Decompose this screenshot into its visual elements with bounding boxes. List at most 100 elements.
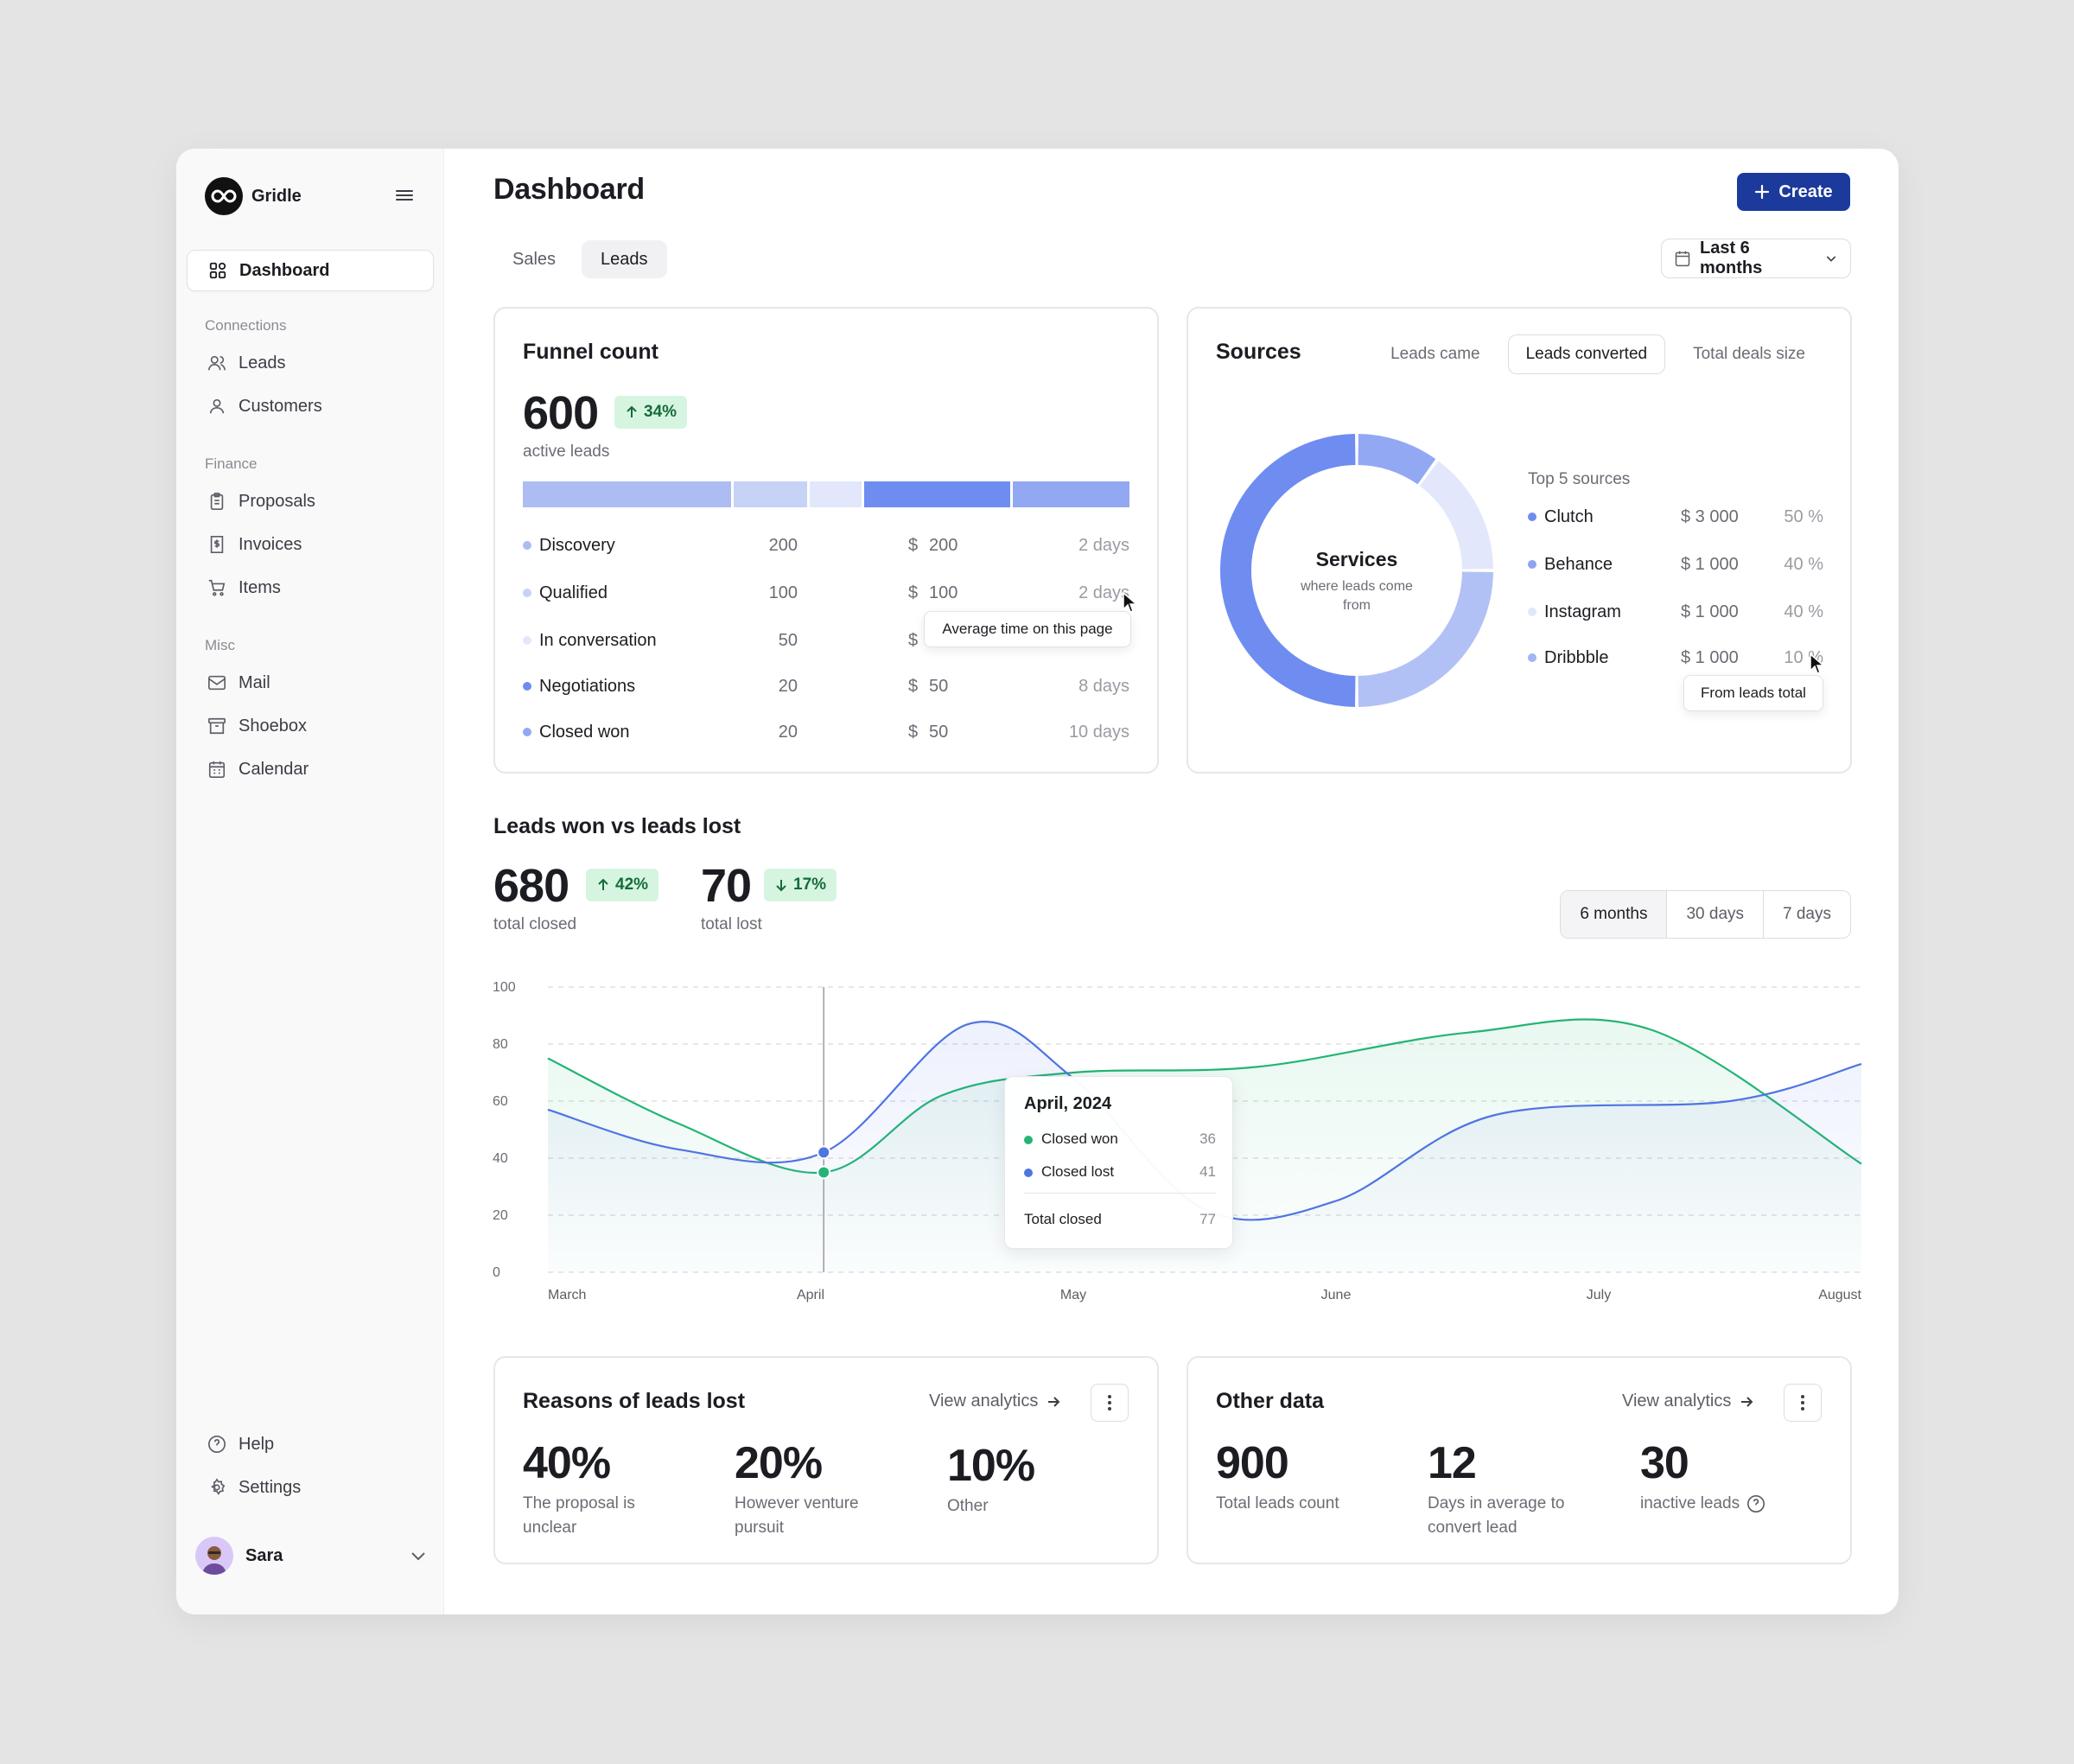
arrow-down-icon (776, 880, 786, 892)
total-lost-value: 70 (701, 860, 752, 912)
donut-slice-instagram (1419, 461, 1493, 570)
source-name: Clutch (1544, 507, 1594, 526)
sidebar-section-finance: Finance (205, 455, 258, 472)
view-analytics-link[interactable]: View analytics (929, 1391, 1060, 1411)
arrow-up-icon (598, 878, 608, 890)
main-content: Dashboard Create Sales Leads Last 6 mont… (444, 149, 1899, 1614)
x-tick-label: March (548, 1288, 586, 1302)
sidebar-item-label: Proposals (239, 491, 315, 511)
funnel-stage-name: Discovery (539, 536, 615, 555)
tab-leads-came[interactable]: Leads came (1390, 345, 1480, 363)
sidebar-item-label: Help (239, 1434, 275, 1454)
funnel-total-label: active leads (523, 443, 610, 461)
sidebar-item-proposals[interactable]: Proposals (187, 481, 434, 522)
other-stat-label: Total leads count (1216, 1494, 1339, 1512)
total-lost-label: total lost (701, 915, 762, 933)
mail-icon (208, 675, 226, 691)
view-analytics-label: View analytics (929, 1391, 1039, 1411)
chevron-down-icon (411, 1552, 425, 1561)
help-icon[interactable] (1746, 1494, 1765, 1513)
donut-slice-behance (1358, 434, 1436, 485)
legend-dot (1528, 513, 1536, 521)
legend-dot (523, 589, 531, 597)
source-amount: $ 1 000 (1681, 555, 1739, 574)
sidebar-item-label: Settings (239, 1477, 302, 1497)
tab-leads[interactable]: Leads (582, 240, 667, 278)
sidebar-item-settings[interactable]: Settings (187, 1467, 434, 1508)
source-row: Instagram $ 1 000 40 % (1528, 599, 1823, 625)
more-options-button[interactable] (1091, 1384, 1129, 1422)
donut-slice-clutch (1220, 434, 1356, 707)
brand[interactable]: Gridle (205, 177, 302, 215)
y-tick-label: 40 (493, 1151, 508, 1166)
sidebar-item-label: Shoebox (239, 716, 307, 736)
sidebar-item-customers[interactable]: Customers (187, 385, 434, 427)
reasons-card: Reasons of leads lost View analytics 40%… (493, 1356, 1159, 1564)
brand-logo-icon (205, 177, 243, 215)
funnel-stage-count: 200 (768, 536, 798, 555)
user-menu[interactable]: Sara (195, 1535, 429, 1576)
sources-card: Sources Leads came Leads converted Total… (1187, 307, 1852, 774)
x-tick-label: May (1060, 1288, 1086, 1302)
legend-dot (523, 728, 531, 736)
sidebar-item-shoebox[interactable]: Shoebox (187, 705, 434, 747)
source-name: Dribbble (1544, 648, 1609, 667)
range-7-days[interactable]: 7 days (1783, 905, 1831, 923)
funnel-stage-amount: 50 (929, 723, 949, 742)
funnel-stage-currency: $ (908, 631, 919, 650)
more-options-button[interactable] (1784, 1384, 1822, 1422)
source-row: Behance $ 1 000 40 % (1528, 551, 1823, 577)
funnel-stage-name: Closed won (539, 723, 630, 742)
funnel-stage-name: In conversation (539, 631, 657, 650)
funnel-stage-days: 10 days (1068, 723, 1129, 742)
sidebar-item-label: Customers (239, 396, 322, 416)
reason-stat-label: Other (947, 1497, 989, 1515)
tab-total-deals-size[interactable]: Total deals size (1693, 345, 1805, 363)
sidebar-item-help[interactable]: Help (187, 1423, 434, 1465)
period-select-value: Last 6 months (1700, 239, 1763, 277)
from-leads-tooltip: From leads total (1683, 675, 1823, 711)
funnel-row: In conversation 50 $ (523, 627, 1129, 653)
sidebar-item-label: Mail (239, 672, 270, 692)
source-percent: 50 % (1784, 507, 1823, 526)
sidebar-item-dashboard[interactable]: Dashboard (187, 250, 434, 291)
funnel-bar-segment (1012, 481, 1129, 507)
create-button[interactable]: Create (1737, 173, 1850, 211)
funnel-card: Funnel count 600 34% active leads Discov… (493, 307, 1159, 774)
chart-tooltip-label: Closed won (1041, 1130, 1118, 1147)
x-tick-label: June (1321, 1288, 1352, 1302)
funnel-stage-amount: 100 (929, 583, 958, 602)
tab-leads-converted[interactable]: Leads converted (1507, 334, 1666, 374)
reason-stat-value: 20% (735, 1438, 823, 1488)
range-6-months[interactable]: 6 months (1561, 891, 1668, 938)
funnel-stage-currency: $ (908, 677, 919, 696)
menu-icon[interactable] (394, 187, 417, 206)
sidebar-item-leads[interactable]: Leads (187, 342, 434, 384)
range-30-days[interactable]: 30 days (1667, 891, 1765, 938)
sidebar-item-items[interactable]: Items (187, 567, 434, 608)
funnel-stage-currency: $ (908, 536, 919, 555)
funnel-total: 600 (523, 387, 599, 439)
period-select[interactable]: Last 6 months (1661, 239, 1851, 278)
reason-stat-label: The proposal is unclear (523, 1494, 635, 1537)
tab-sales[interactable]: Sales (512, 249, 557, 269)
source-percent: 40 % (1784, 555, 1823, 574)
top-sources-title: Top 5 sources (1528, 470, 1631, 488)
sidebar-item-label: Calendar (239, 759, 309, 779)
user-icon (209, 398, 225, 414)
hover-point-won (817, 1165, 831, 1180)
area-closed-lost (548, 1021, 1861, 1272)
sidebar-item-invoices[interactable]: Invoices (187, 524, 434, 565)
view-analytics-link[interactable]: View analytics (1622, 1391, 1753, 1411)
sidebar-item-calendar[interactable]: Calendar (187, 748, 434, 790)
sidebar-section-misc: Misc (205, 637, 235, 653)
donut-title: Services (1315, 548, 1398, 570)
sidebar-item-mail[interactable]: Mail (187, 662, 434, 704)
page-title: Dashboard (493, 173, 645, 206)
total-closed-change: 42% (615, 876, 649, 894)
funnel-stage-name: Qualified (539, 583, 608, 602)
funnel-bar-segment (734, 481, 807, 507)
sources-title: Sources (1216, 340, 1301, 364)
range-segmented-control: 6 months 30 days 7 days (1560, 890, 1851, 939)
reason-stat-value: 40% (523, 1438, 611, 1488)
